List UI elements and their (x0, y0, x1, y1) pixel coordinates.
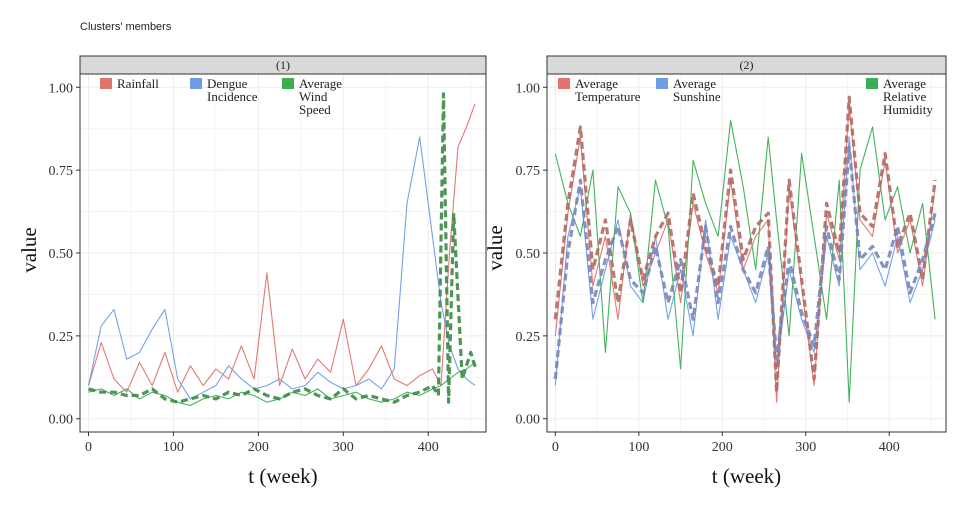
x-tick-label: 100 (163, 440, 184, 455)
y-tick-label: 0.50 (49, 247, 74, 262)
y-tick-label: 0.25 (516, 330, 541, 345)
legend: Average Temperature Average Sunshine Average… (558, 76, 933, 117)
series-line-overlay-dashed-blue (553, 145, 937, 380)
y-tick-label: 0.75 (516, 164, 541, 179)
series-line-dengue-incidence (87, 136, 476, 400)
legend-label: Average Sunshine (673, 76, 721, 104)
x-axis-title: t (week) (248, 464, 317, 488)
series-line-overlay-dashed-red (553, 95, 937, 394)
legend-swatch (656, 78, 668, 89)
x-tick-label: 200 (712, 440, 733, 455)
y-tick-label: 1.00 (516, 81, 541, 96)
series-line-average-relative-humidity (554, 119, 936, 403)
x-tick-label: 400 (879, 440, 900, 455)
legend-swatch (100, 78, 112, 89)
x-tick-label: 200 (248, 440, 269, 455)
legend: Rainfall Dengue Incidence Average Wind Speed (100, 76, 342, 117)
figure-title: Clusters' members (80, 21, 172, 33)
legend-label: Average Relative Humidity (883, 76, 933, 117)
series-line-rainfall (87, 103, 476, 393)
legend-label: Rainfall (117, 76, 159, 91)
x-tick-label: 300 (333, 440, 354, 455)
panels: (1) 0.00 0.25 0.50 0.75 1.00 0 100 200 300 400 t (w… (17, 55, 947, 488)
x-tick-label: 0 (85, 440, 92, 455)
x-axis-title: t (week) (712, 464, 781, 488)
x-tick-label: 300 (795, 440, 816, 455)
x-tick-label: 0 (552, 440, 559, 455)
facet-strip-label: (1) (276, 58, 290, 72)
y-tick-label: 0.50 (516, 247, 541, 262)
legend-swatch (190, 78, 202, 89)
y-tick-label: 0.00 (49, 413, 74, 428)
legend-label: Average Temperature (575, 76, 641, 104)
y-axis-title: value (483, 225, 507, 270)
series-line-overlay-dashed-green (88, 92, 478, 404)
legend-label: Average Wind Speed (299, 76, 342, 117)
x-tick-label: 400 (418, 440, 439, 455)
y-axis-title: value (17, 227, 41, 272)
y-tick-label: 0.75 (49, 164, 74, 179)
legend-swatch (282, 78, 294, 89)
series-line-average-temperature (554, 103, 936, 403)
legend-swatch (558, 78, 570, 89)
y-tick-label: 0.25 (49, 330, 74, 345)
legend-label: Dengue Incidence (207, 76, 258, 104)
x-tick-label: 100 (628, 440, 649, 455)
facet-strip-label: (2) (740, 58, 754, 72)
y-tick-label: 1.00 (49, 81, 74, 96)
panel-1: (1) 0.00 0.25 0.50 0.75 1.00 0 100 200 300 400 t (w… (17, 55, 487, 488)
panel-2: (2) 0.00 0.25 0.50 0.75 1.00 0 100 200 300 400 t (w… (483, 55, 947, 488)
y-tick-label: 0.00 (516, 413, 541, 428)
legend-swatch (866, 78, 878, 89)
